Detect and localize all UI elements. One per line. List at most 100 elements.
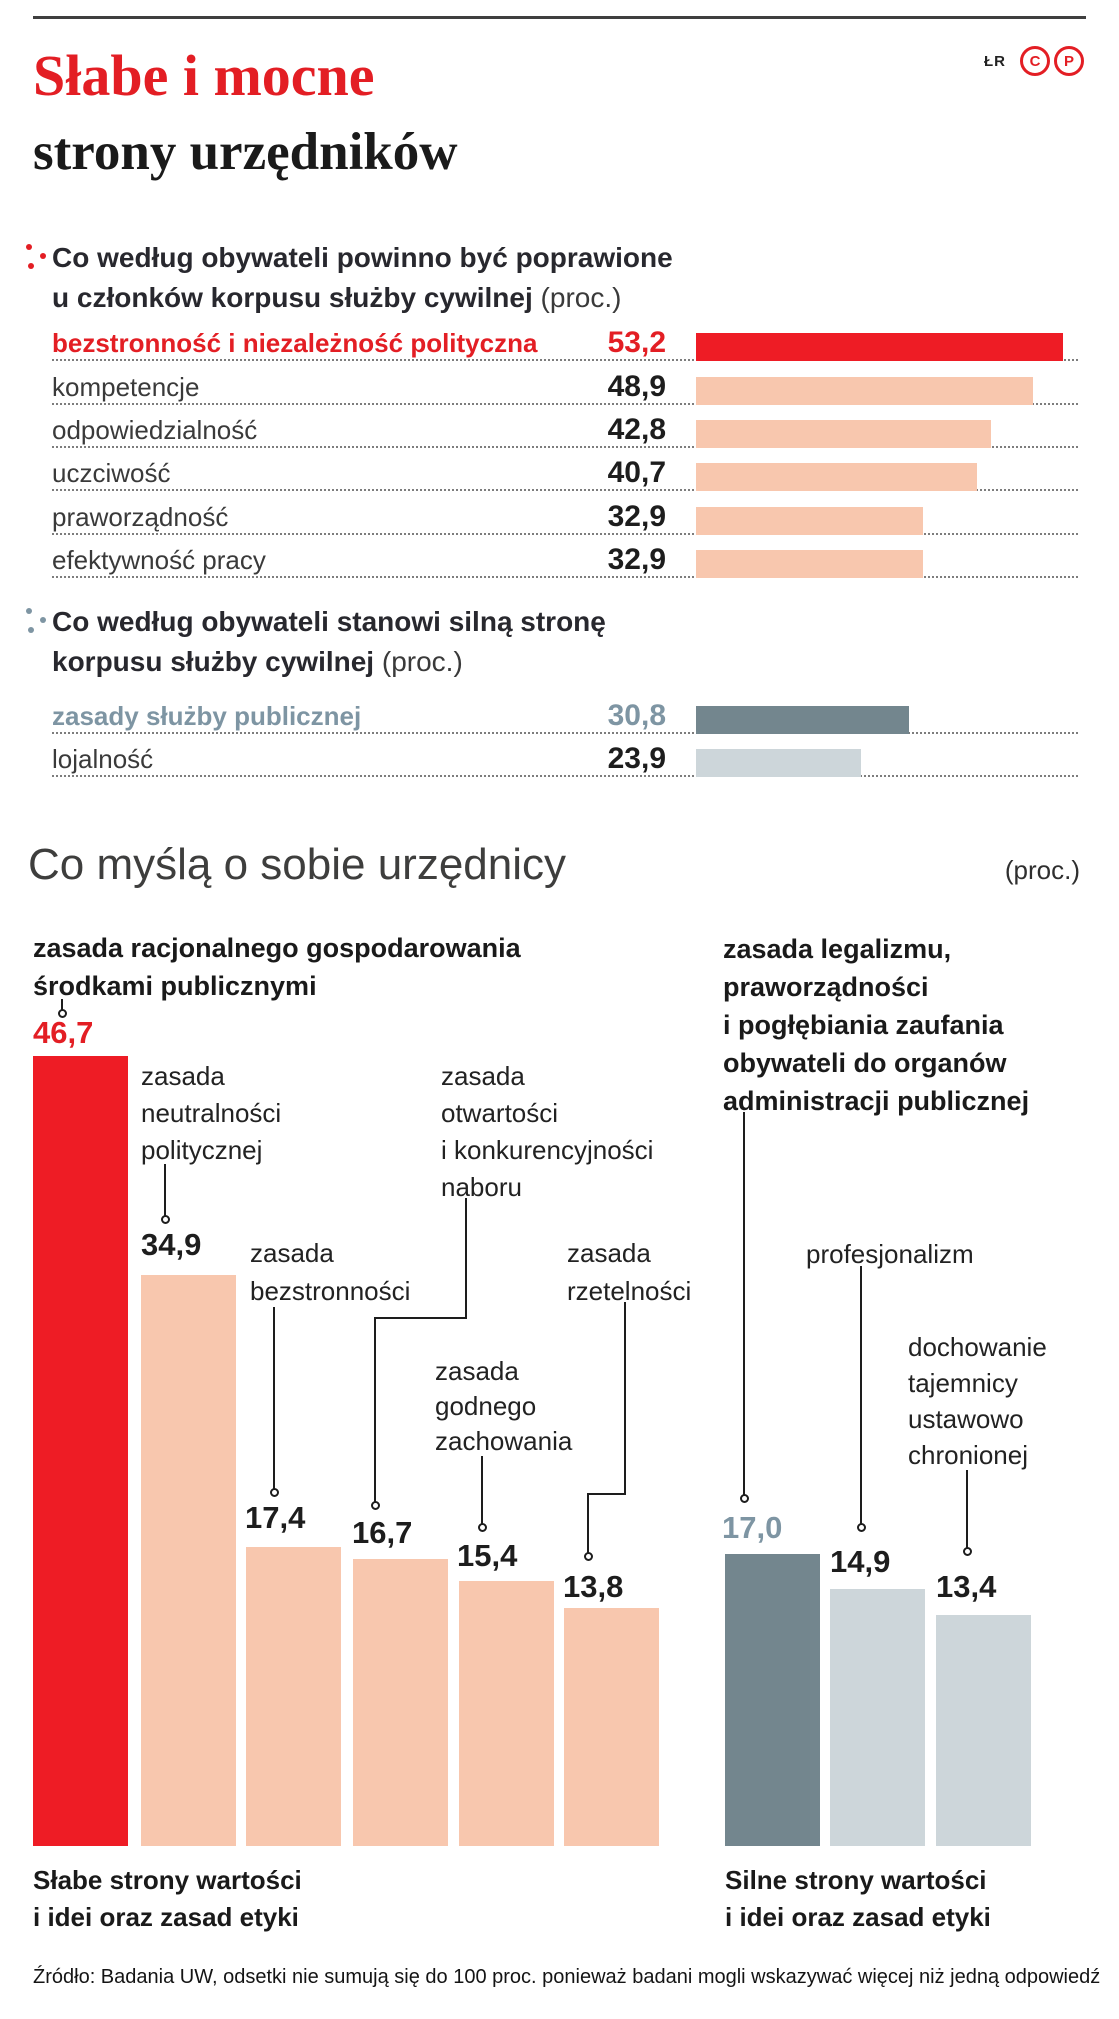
value-label: 15,4 — [457, 1538, 518, 1573]
section3-title: Co myślą o sobie urzędnicy — [28, 840, 567, 889]
bar — [141, 1275, 236, 1846]
bar-row: kompetencje 48,9 — [52, 372, 1078, 405]
callout-dot-icon — [583, 1551, 593, 1561]
category-label: zasada otwartości i konkurencyjności naboru — [441, 1061, 654, 1202]
callout-line — [860, 1266, 862, 1524]
bar — [725, 1554, 820, 1846]
bar — [696, 463, 977, 491]
bar — [830, 1589, 925, 1846]
bar-row: lojalność 23,9 — [52, 744, 1078, 777]
category-label: zasada godnego zachowania — [435, 1356, 573, 1456]
callout-dot-icon — [370, 1500, 380, 1510]
bar — [696, 706, 909, 734]
section1-unit-label: (proc.) — [540, 282, 622, 313]
callout-dot-icon — [160, 1214, 170, 1224]
value-label: 34,9 — [141, 1227, 202, 1262]
section1-heading-line2: u członków korpusu służby cywilnej — [52, 282, 533, 313]
bar-row: praworządność 32,9 — [52, 502, 1078, 535]
top-rule — [33, 16, 1086, 19]
section2-heading-line2: korpusu służby cywilnej — [52, 646, 375, 677]
value-label: 30,8 — [599, 701, 674, 731]
bar — [696, 420, 991, 448]
callout-line — [743, 1112, 745, 1495]
category-label: uczciwość — [52, 459, 181, 487]
category-label: zasada racjonalnego gospodarowania środka… — [33, 933, 521, 1001]
callout-line — [374, 1317, 467, 1319]
value-label: 16,7 — [352, 1515, 413, 1550]
bar-row: zasady służby publicznej 30,8 — [52, 701, 1078, 734]
category-label: profesjonalizm — [806, 1239, 974, 1269]
section3-unit-label: (proc.) — [1004, 855, 1080, 885]
callout-line — [587, 1493, 589, 1553]
bar — [936, 1615, 1031, 1846]
category-label: bezstronność i niezależność polityczna — [52, 329, 548, 357]
category-label: kompetencje — [52, 373, 210, 401]
value-label: 13,8 — [563, 1569, 624, 1604]
group-label: Słabe strony wartości i idei oraz zasad e… — [33, 1865, 302, 1932]
callout-line — [61, 999, 63, 1010]
value-label: 46,7 — [33, 1015, 94, 1050]
bar — [459, 1581, 554, 1846]
section1-bullet-icon — [25, 243, 47, 270]
callout-dot-icon — [962, 1546, 972, 1556]
callout-dot-icon — [477, 1522, 487, 1532]
value-label: 13,4 — [936, 1569, 997, 1604]
callout-dot-icon — [739, 1493, 749, 1503]
bar — [696, 749, 861, 777]
value-label: 40,7 — [599, 458, 674, 488]
value-label: 17,0 — [722, 1510, 783, 1545]
callout-line — [465, 1198, 467, 1319]
category-label: praworządność — [52, 503, 239, 531]
value-label: 42,8 — [599, 415, 674, 445]
value-label: 32,9 — [599, 502, 674, 532]
category-label: zasada neutralności politycznej — [141, 1061, 282, 1165]
bar — [33, 1056, 128, 1846]
category-label: zasada legalizmu, praworządności i pogłębi… — [723, 934, 1030, 1116]
copyright-p-badge-icon: P — [1054, 46, 1084, 76]
callout-line — [481, 1456, 483, 1524]
bar — [696, 377, 1033, 405]
category-label: zasady służby publicznej — [52, 702, 372, 730]
credit-initials: ŁR — [984, 53, 1006, 70]
callout-line — [164, 1164, 166, 1216]
section1-heading: Co według obywateli powinno być poprawio… — [52, 238, 673, 318]
group-label: Silne strony wartości i idei oraz zasad e… — [725, 1865, 991, 1932]
bar — [564, 1608, 659, 1846]
value-label: 17,4 — [245, 1500, 306, 1535]
title-line2: strony urzędników — [33, 123, 458, 181]
bar-row: odpowiedzialność 42,8 — [52, 415, 1078, 448]
callout-line — [587, 1493, 626, 1495]
copyright-c-badge-icon: C — [1020, 46, 1050, 76]
value-label: 48,9 — [599, 372, 674, 402]
callout-dot-icon — [269, 1487, 279, 1497]
category-label: dochowanie tajemnicy ustawowo chronionej — [908, 1332, 1047, 1470]
category-label: odpowiedzialność — [52, 416, 268, 444]
callout-dot-icon — [856, 1522, 866, 1532]
value-label: 23,9 — [599, 744, 674, 774]
bar — [353, 1559, 448, 1846]
bar — [696, 507, 923, 535]
category-label: zasada bezstronności — [250, 1238, 411, 1306]
section2-heading: Co według obywateli stanowi silną stronę… — [52, 602, 606, 682]
source-note: Źródło: Badania UW, odsetki nie sumują s… — [33, 1966, 1101, 1988]
category-label: efektywność pracy — [52, 546, 276, 574]
callout-line — [966, 1470, 968, 1548]
value-label: 14,9 — [830, 1544, 891, 1579]
category-label: zasada rzetelności — [567, 1238, 692, 1306]
bar-row: uczciwość 40,7 — [52, 458, 1078, 491]
section2-unit-label: (proc.) — [381, 646, 463, 677]
value-label: 32,9 — [599, 545, 674, 575]
section2-heading-line1: Co według obywateli stanowi silną stronę — [52, 606, 606, 637]
value-label: 53,2 — [599, 328, 674, 358]
category-label: lojalność — [52, 745, 164, 773]
bar — [696, 333, 1063, 361]
callout-line — [273, 1307, 275, 1489]
title-line1: Słabe i mocne — [33, 43, 375, 108]
section2-bullet-icon — [25, 607, 47, 634]
section1-heading-line1: Co według obywateli powinno być poprawio… — [52, 242, 673, 273]
callout-dot-icon — [57, 1008, 67, 1018]
callout-line — [374, 1317, 376, 1503]
callout-line — [624, 1302, 626, 1495]
bar-row: efektywność pracy 32,9 — [52, 545, 1078, 578]
